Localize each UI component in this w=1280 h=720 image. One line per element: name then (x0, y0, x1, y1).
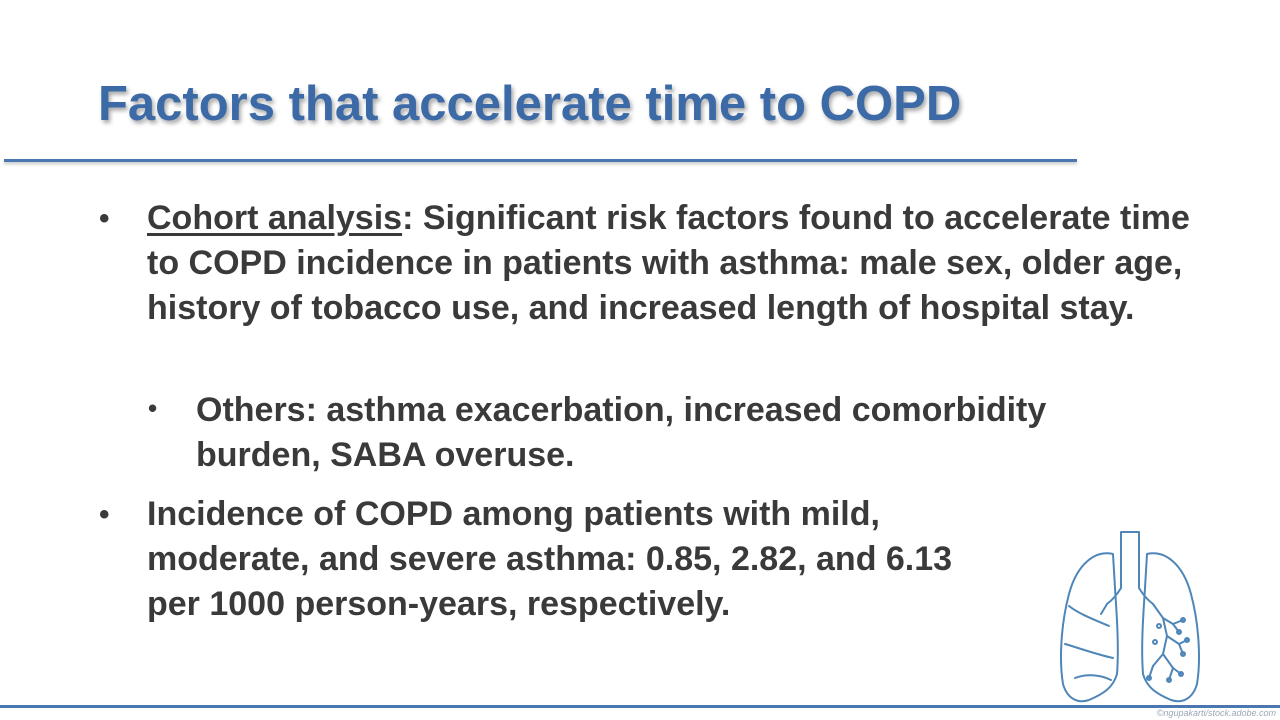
bullet-item: Incidence of COPD among patients with mi… (147, 492, 977, 627)
bullet-item: Cohort analysis: Significant risk factor… (147, 196, 1207, 331)
bullet-marker: • (99, 202, 110, 235)
sub-bullet-text: Others: asthma exacerbation, increased c… (196, 391, 1047, 474)
sub-bullet-item: Others: asthma exacerbation, increased c… (196, 388, 1156, 478)
bullet-marker: • (99, 498, 110, 531)
sub-bullet-marker: • (148, 393, 158, 423)
bullet-text: Incidence of COPD among patients with mi… (147, 495, 953, 623)
footer-divider (0, 705, 1280, 708)
title-divider (4, 159, 1077, 162)
bullet-text: : Significant risk factors found to acce… (147, 199, 1190, 327)
bullet-lead: Cohort analysis (147, 199, 403, 237)
lungs-icon (1060, 531, 1200, 703)
image-credit: ©ngupakarti/stock.adobe.com (1156, 708, 1276, 718)
slide-title: Factors that accelerate time to COPD (98, 77, 962, 131)
